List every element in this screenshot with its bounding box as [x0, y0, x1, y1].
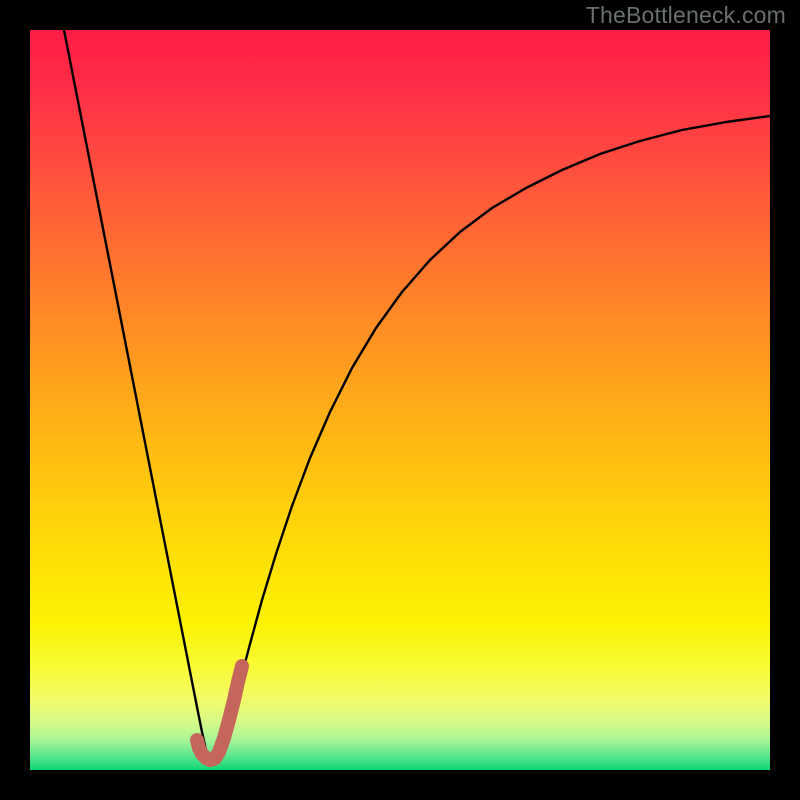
gradient-background: [30, 30, 770, 770]
chart-svg: [0, 0, 800, 800]
chart-root: TheBottleneck.com: [0, 0, 800, 800]
